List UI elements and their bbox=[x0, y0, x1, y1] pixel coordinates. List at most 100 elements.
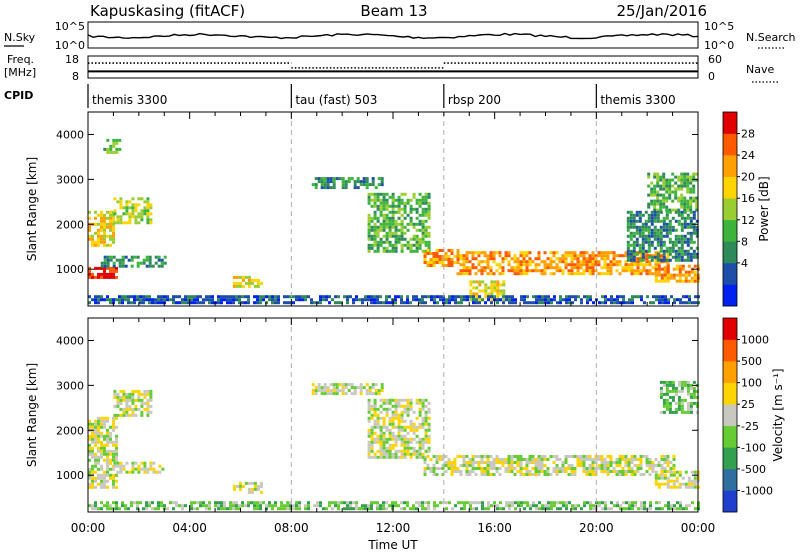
vel-cell-0 bbox=[97, 482, 100, 486]
power-cell-14 bbox=[352, 301, 355, 305]
power-cell-7 bbox=[385, 192, 389, 196]
vel-cell-9 bbox=[592, 504, 595, 508]
vel-cell-3 bbox=[241, 484, 245, 488]
vel-cell-0 bbox=[97, 428, 100, 432]
power-cell-7 bbox=[370, 192, 374, 196]
power-cell-9 bbox=[507, 260, 511, 264]
vel-cell-6 bbox=[603, 467, 607, 470]
power-cell-9 bbox=[582, 269, 586, 273]
power-cell-9 bbox=[522, 272, 526, 276]
vel-cell-5 bbox=[382, 425, 386, 429]
vel-cell-9 bbox=[466, 501, 469, 505]
vel-cell-6 bbox=[525, 458, 529, 461]
power-cell-14 bbox=[328, 301, 331, 305]
vel-cell-8 bbox=[692, 380, 696, 384]
power-cell-13 bbox=[662, 228, 666, 232]
power-cell-9 bbox=[519, 266, 523, 270]
power-cell-14 bbox=[658, 301, 661, 305]
power-cell-14 bbox=[127, 298, 130, 302]
power-cell-7 bbox=[379, 225, 383, 229]
power-cell-12 bbox=[659, 193, 663, 197]
power-cell-13 bbox=[629, 225, 633, 229]
vel-cell-9 bbox=[532, 501, 535, 505]
power-cell-12 bbox=[650, 187, 654, 191]
power-cell-12 bbox=[686, 184, 690, 188]
vel-cell-7 bbox=[672, 485, 676, 489]
vel-cell-9 bbox=[253, 501, 256, 505]
power-cell-14 bbox=[97, 298, 100, 302]
vel-cell-5 bbox=[394, 425, 398, 429]
power-cell-12 bbox=[683, 199, 687, 203]
power-colorbar-swatch-2 bbox=[723, 241, 737, 264]
vel-cell-9 bbox=[307, 504, 310, 508]
vel-cell-5 bbox=[406, 443, 410, 447]
power-cell-1 bbox=[103, 225, 106, 229]
vel-cell-8 bbox=[668, 407, 672, 411]
vel-cell-0 bbox=[88, 485, 91, 489]
power-cell-5 bbox=[250, 281, 254, 285]
power-cell-14 bbox=[460, 298, 463, 302]
vel-cell-6 bbox=[660, 455, 664, 458]
power-cell-9 bbox=[648, 272, 652, 276]
vel-cell-5 bbox=[409, 398, 413, 402]
vel-cell-9 bbox=[520, 504, 523, 508]
power-cell-14 bbox=[454, 295, 457, 299]
vel-cell-6 bbox=[648, 464, 652, 467]
power-cell-12 bbox=[665, 184, 669, 188]
vel-cell-6 bbox=[633, 458, 637, 461]
power-cell-13 bbox=[638, 225, 642, 229]
power-cell-14 bbox=[160, 295, 163, 299]
power-cell-12 bbox=[671, 208, 675, 212]
vel-cell-6 bbox=[429, 458, 433, 461]
vel-cell-9 bbox=[439, 501, 442, 505]
power-cell-14 bbox=[322, 295, 325, 299]
vel-cell-5 bbox=[406, 440, 410, 444]
vel-cell-5 bbox=[400, 428, 404, 432]
power-cell-14 bbox=[343, 295, 346, 299]
power-cell-14 bbox=[361, 298, 364, 302]
power-cell-9 bbox=[588, 254, 592, 258]
power-cell-14 bbox=[541, 295, 544, 299]
power-cell-14 bbox=[379, 295, 382, 299]
power-cell-9 bbox=[492, 260, 496, 264]
power-cell-6 bbox=[371, 180, 375, 184]
vel-cell-5 bbox=[379, 452, 383, 456]
vel-cell-0 bbox=[91, 464, 94, 468]
vel-cell-6 bbox=[498, 461, 502, 464]
power-cell-14 bbox=[454, 301, 457, 305]
vel-cell-8 bbox=[665, 398, 669, 402]
power-cell-2 bbox=[149, 221, 153, 225]
vel-cell-5 bbox=[388, 449, 392, 453]
vel-cell-8 bbox=[668, 404, 672, 408]
power-cell-13 bbox=[629, 210, 633, 214]
power-cell-13 bbox=[641, 237, 645, 241]
power-cell-9 bbox=[636, 263, 640, 267]
vel-cell-6 bbox=[492, 458, 496, 461]
power-cell-7 bbox=[427, 231, 431, 235]
vel-cell-2 bbox=[143, 401, 147, 405]
vel-cell-9 bbox=[106, 504, 109, 508]
vel-cell-5 bbox=[382, 434, 386, 438]
vel-cell-5 bbox=[391, 437, 395, 441]
power-cell-7 bbox=[382, 216, 386, 220]
vel-cell-7 bbox=[693, 485, 697, 489]
power-cell-14 bbox=[604, 301, 607, 305]
vel-cell-6 bbox=[582, 461, 586, 464]
vel-cell-6 bbox=[603, 458, 607, 461]
power-cell-14 bbox=[523, 301, 526, 305]
power-cell-13 bbox=[683, 222, 687, 226]
power-cell-7 bbox=[409, 219, 413, 223]
power-cell-12 bbox=[686, 178, 690, 182]
vel-cell-5 bbox=[406, 407, 410, 411]
power-cell-9 bbox=[657, 251, 661, 255]
vel-cell-7 bbox=[693, 479, 697, 483]
power-cell-13 bbox=[686, 237, 690, 241]
vel-cell-5 bbox=[370, 446, 374, 450]
vel-cell-9 bbox=[580, 507, 583, 511]
power-cell-13 bbox=[632, 252, 636, 256]
power-cell-7 bbox=[403, 243, 407, 247]
power-cell-7 bbox=[370, 219, 374, 223]
vel-cell-9 bbox=[136, 504, 139, 508]
vel-cell-8 bbox=[689, 392, 693, 396]
vel-cell-5 bbox=[409, 419, 413, 423]
